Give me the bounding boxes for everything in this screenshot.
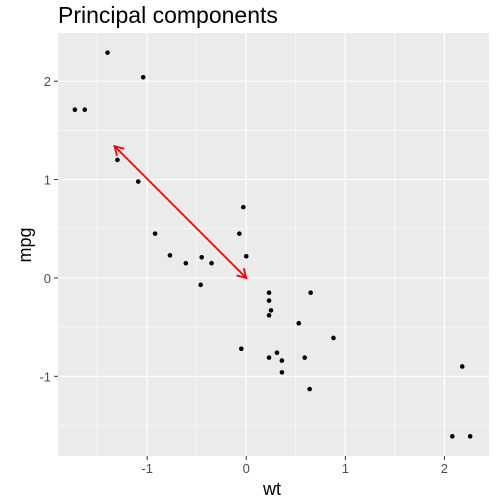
- y-tick-label: 1: [44, 173, 51, 188]
- data-point: [152, 231, 158, 236]
- data-point: [209, 260, 214, 266]
- arrow-shaft: [113, 145, 247, 279]
- data-point: [266, 290, 272, 296]
- data-point: [199, 254, 204, 260]
- data-points: [72, 50, 473, 439]
- grid-major: [58, 33, 489, 456]
- arrow-head-end: [113, 144, 125, 157]
- data-point: [307, 386, 312, 392]
- y-tick-label: 0: [44, 271, 51, 286]
- arrow-head-start: [236, 268, 248, 280]
- data-point: [72, 107, 78, 113]
- data-point: [331, 335, 336, 341]
- data-point: [82, 107, 88, 113]
- data-point: [266, 355, 272, 360]
- data-point: [268, 308, 274, 313]
- plot-panel: [58, 33, 489, 456]
- data-point: [450, 434, 455, 439]
- data-point: [140, 74, 146, 80]
- data-point: [467, 434, 473, 439]
- data-point: [459, 364, 465, 369]
- y-tick-label: 2: [44, 74, 51, 89]
- data-point: [296, 320, 302, 326]
- x-axis-ticks: -1 0 1 2: [141, 456, 448, 476]
- data-point: [266, 313, 272, 318]
- data-point: [167, 253, 173, 258]
- x-tick-label: 1: [342, 461, 349, 476]
- data-point: [308, 290, 313, 296]
- x-tick-label: 2: [441, 461, 448, 476]
- data-point: [243, 254, 249, 259]
- y-axis-ticks: -1 0 1 2: [39, 74, 58, 384]
- grid-minor: [58, 33, 489, 456]
- x-axis-label: wt: [262, 479, 281, 499]
- x-tick-label: 0: [243, 461, 250, 476]
- data-point: [183, 260, 189, 266]
- data-point: [240, 204, 246, 210]
- data-point: [105, 50, 110, 55]
- data-point: [237, 231, 242, 236]
- data-point: [198, 282, 203, 288]
- data-point: [302, 355, 308, 360]
- principal-component-arrow: [113, 144, 248, 280]
- data-point: [279, 358, 285, 363]
- chart-title: Principal components: [58, 2, 278, 28]
- data-point: [115, 157, 120, 163]
- data-point: [274, 350, 280, 356]
- data-point: [279, 370, 285, 375]
- y-axis-label: mpg: [15, 227, 35, 262]
- data-point: [135, 179, 141, 184]
- data-point: [266, 298, 272, 303]
- data-point: [238, 346, 244, 352]
- y-tick-label: -1: [39, 369, 51, 384]
- x-tick-label: -1: [141, 461, 153, 476]
